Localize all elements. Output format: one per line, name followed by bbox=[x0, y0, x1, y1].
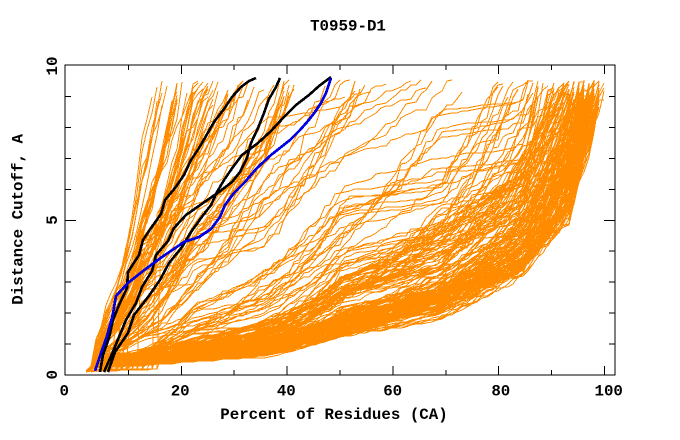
svg-text:0: 0 bbox=[44, 370, 62, 379]
svg-text:Distance Cutoff, A: Distance Cutoff, A bbox=[10, 134, 28, 305]
svg-text:T0959-D1: T0959-D1 bbox=[310, 18, 386, 36]
svg-text:10: 10 bbox=[44, 57, 62, 76]
svg-text:60: 60 bbox=[383, 383, 402, 401]
svg-text:0: 0 bbox=[60, 383, 69, 401]
svg-text:40: 40 bbox=[277, 383, 296, 401]
svg-text:100: 100 bbox=[594, 383, 622, 401]
svg-text:80: 80 bbox=[491, 383, 510, 401]
svg-text:Percent of Residues (CA): Percent of Residues (CA) bbox=[220, 406, 448, 424]
svg-text:5: 5 bbox=[44, 215, 62, 224]
svg-text:20: 20 bbox=[171, 383, 190, 401]
